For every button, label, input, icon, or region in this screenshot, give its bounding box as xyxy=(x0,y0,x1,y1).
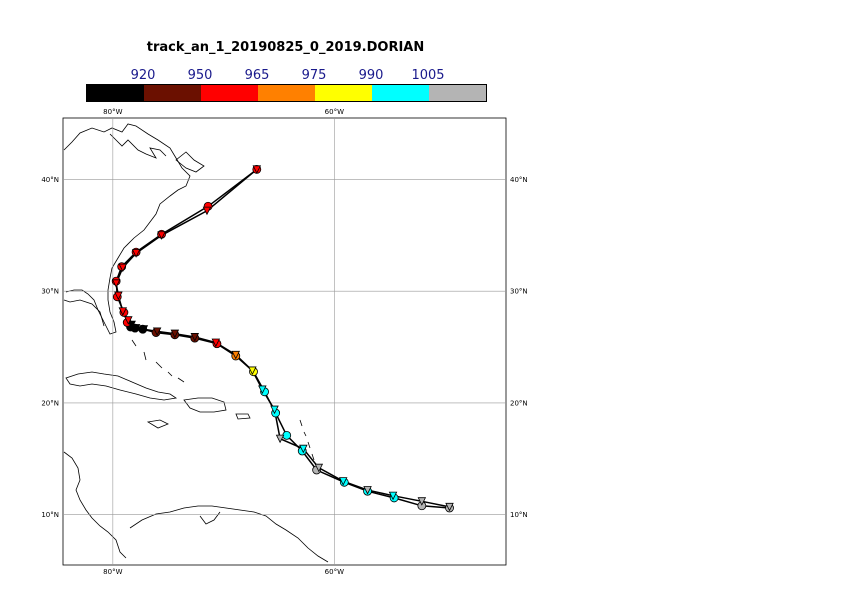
track-point xyxy=(211,338,221,348)
lat-label-right: 20°N xyxy=(510,399,528,407)
track-point xyxy=(190,333,200,342)
colorbar-swatch xyxy=(87,85,144,101)
track-line xyxy=(115,168,450,509)
track-point xyxy=(248,366,257,376)
colorbar-swatch xyxy=(315,85,372,101)
track-point xyxy=(445,502,454,512)
track-point xyxy=(270,405,279,415)
track-point xyxy=(275,434,285,444)
colorbar-labels: 920 950 965 975 990 1005 xyxy=(86,68,486,84)
colorbar-swatch xyxy=(372,85,429,101)
colorbar-label: 990 xyxy=(358,68,384,83)
track-point xyxy=(338,477,348,486)
colorbar-swatch xyxy=(258,85,315,101)
track-point xyxy=(231,350,241,360)
lat-label-left: 20°N xyxy=(41,399,59,407)
colorbar-swatch xyxy=(144,85,201,101)
map-border xyxy=(62,117,507,566)
map-frame: 80°W 80°W 60°W 60°W 10°N 10°N 20°N 20°N 30°N 30°N… xyxy=(41,108,527,576)
colorbar-swatch xyxy=(201,85,258,101)
coastline xyxy=(63,123,329,563)
track-point xyxy=(131,324,141,333)
colorbar-label: 1005 xyxy=(411,68,445,83)
track-point xyxy=(131,249,141,258)
track-point xyxy=(127,320,136,330)
lat-label-left: 40°N xyxy=(41,176,59,184)
track-point xyxy=(417,497,427,506)
colorbar-label: 975 xyxy=(301,68,327,83)
colorbar-label: 950 xyxy=(187,68,213,83)
track-point xyxy=(299,444,308,454)
track-point xyxy=(152,327,162,336)
track-point xyxy=(314,463,324,473)
track-line xyxy=(115,168,450,508)
colorbar-swatch xyxy=(429,85,486,101)
lon-label-top: 60°W xyxy=(325,108,344,116)
track-point xyxy=(363,486,372,495)
track-point xyxy=(252,165,262,174)
track-point xyxy=(114,291,123,301)
lat-label-right: 10°N xyxy=(510,511,528,519)
track-point xyxy=(202,206,212,216)
track-point xyxy=(124,316,133,325)
track-point xyxy=(118,263,128,273)
track-point xyxy=(258,385,267,395)
lat-label-right: 40°N xyxy=(510,176,528,184)
colorbar xyxy=(86,84,487,102)
lat-label-right: 30°N xyxy=(510,288,528,296)
lon-label-bottom: 80°W xyxy=(103,568,122,576)
track-point xyxy=(139,325,149,334)
map-title: track_an_1_20190825_0_2019.DORIAN xyxy=(146,40,425,55)
lat-label-left: 10°N xyxy=(41,511,59,519)
track-point xyxy=(170,329,180,339)
track-point xyxy=(111,279,121,288)
track-point xyxy=(118,307,128,316)
colorbar-label: 965 xyxy=(244,68,270,83)
track-point xyxy=(157,231,166,240)
lon-label-bottom: 60°W xyxy=(325,568,344,576)
track-point xyxy=(388,491,398,501)
lat-label-left: 30°N xyxy=(41,288,59,296)
colorbar-label: 920 xyxy=(130,68,156,83)
storm-tracks xyxy=(111,165,454,513)
lon-label-top: 80°W xyxy=(103,108,122,116)
